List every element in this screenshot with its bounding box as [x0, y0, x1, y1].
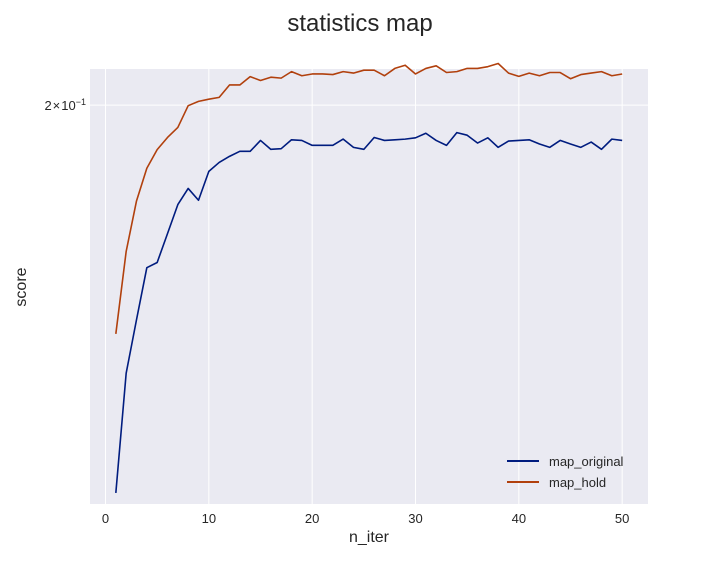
- x-tick-label: 0: [102, 511, 109, 526]
- x-tick-label: 40: [512, 511, 526, 526]
- series-line-map-hold: [115, 62, 623, 335]
- x-tick-label: 20: [305, 511, 319, 526]
- y-tick-labels: 2×10−1: [44, 97, 86, 113]
- legend: map_original map_hold: [507, 454, 624, 490]
- series-line-map-original: [115, 131, 623, 493]
- series-lines: [115, 62, 623, 493]
- chart-title: statistics map: [287, 10, 432, 37]
- x-tick-label: 10: [202, 511, 216, 526]
- grid-lines: [90, 69, 648, 504]
- x-tick-label: 50: [615, 511, 629, 526]
- y-tick-label: 2×10−1: [44, 97, 86, 113]
- x-tick-labels: 0 10 20 30 40 50: [102, 511, 630, 526]
- x-axis-label: n_iter: [349, 529, 390, 546]
- x-tick-label: 30: [408, 511, 422, 526]
- y-axis-label: score: [13, 267, 30, 306]
- legend-label-map-hold: map_hold: [549, 475, 606, 490]
- plot-background: [90, 69, 648, 504]
- legend-label-map-original: map_original: [549, 454, 624, 469]
